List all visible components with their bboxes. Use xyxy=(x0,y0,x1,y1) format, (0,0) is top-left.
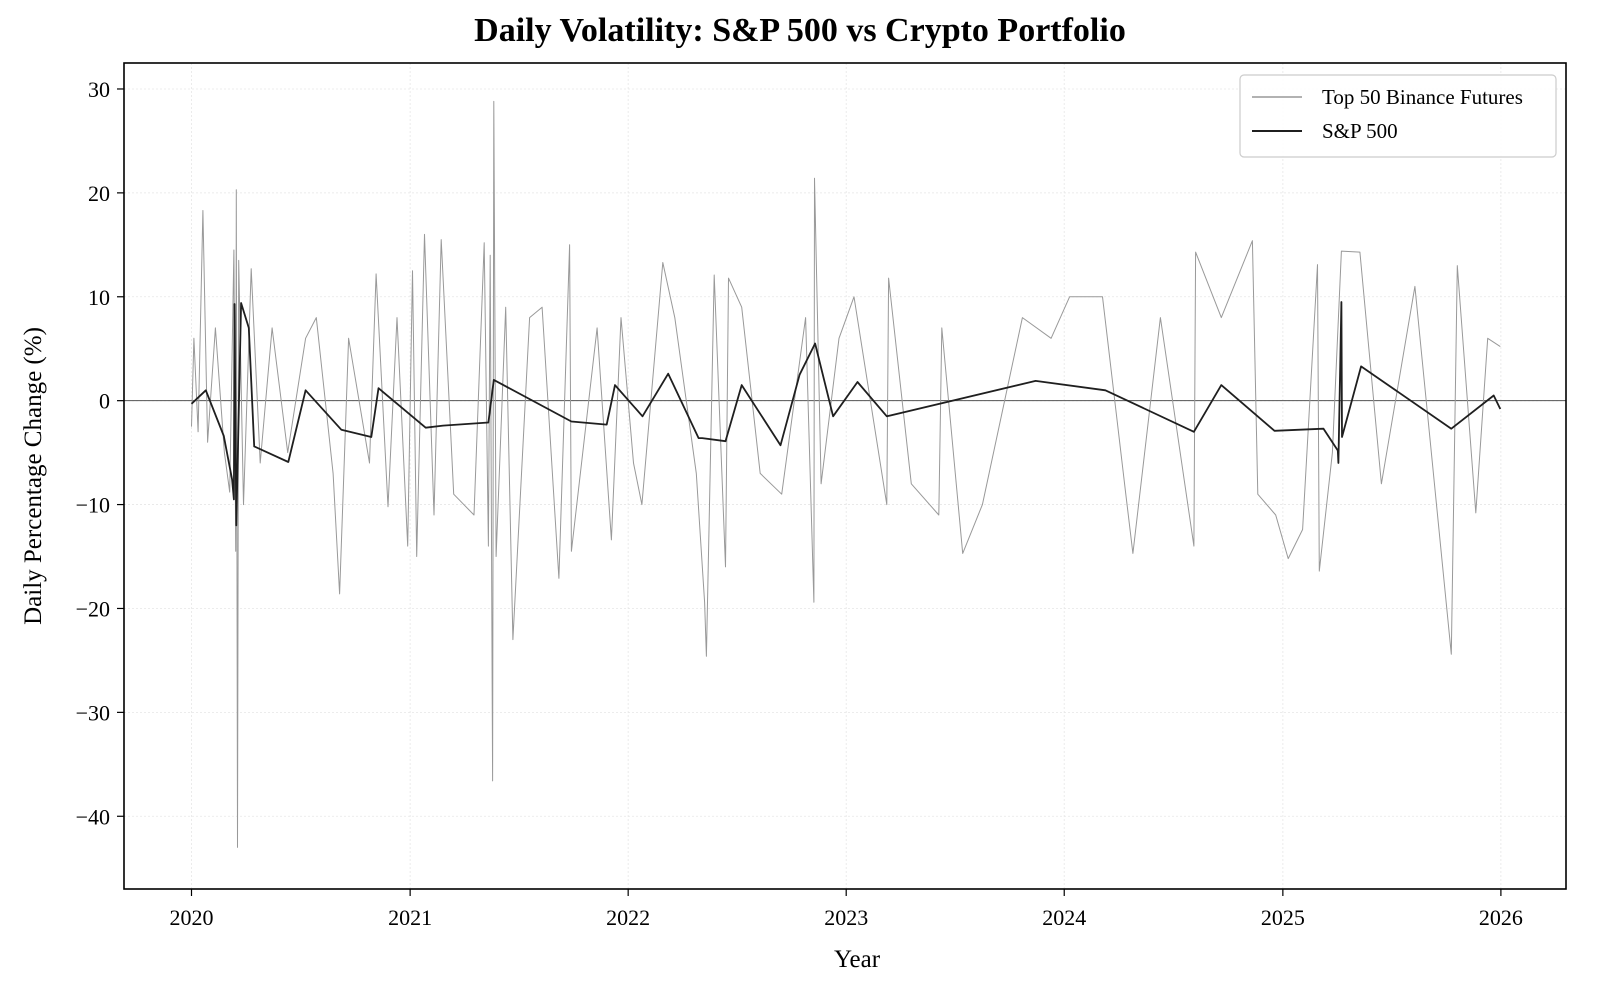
grid-layer xyxy=(124,63,1566,889)
x-tick-label: 2022 xyxy=(606,905,650,930)
y-tick-label: 10 xyxy=(88,285,110,310)
legend-label-sp500: S&P 500 xyxy=(1322,119,1398,143)
axes-layer xyxy=(123,62,1567,890)
legend: Top 50 Binance Futures S&P 500 xyxy=(1239,74,1557,158)
legend-label-crypto: Top 50 Binance Futures xyxy=(1322,85,1523,109)
y-tick-label: 30 xyxy=(88,77,110,102)
y-tick-label: −30 xyxy=(76,700,110,725)
y-tick-label: −10 xyxy=(76,493,110,518)
plot-frame xyxy=(123,62,1567,890)
chart-title: Daily Volatility: S&P 500 vs Crypto Port… xyxy=(474,12,1126,49)
y-tick-label: 0 xyxy=(99,389,110,414)
series-line-crypto xyxy=(191,100,1501,848)
x-tick-label: 2021 xyxy=(388,905,432,930)
x-tick-label: 2023 xyxy=(824,905,868,930)
series-line-sp500 xyxy=(190,301,1502,527)
x-tick-label: 2026 xyxy=(1479,905,1523,930)
legend-box xyxy=(1239,74,1557,158)
x-tick-label: 2024 xyxy=(1042,905,1086,930)
y-axis-label: Daily Percentage Change (%) xyxy=(20,327,47,625)
x-axis-label: Year xyxy=(834,946,881,973)
ticks-layer: 30 20 10 0 −10 −20 −30 −40 2020 2021 2022 2023 2024 2… xyxy=(76,77,1523,930)
y-tick-label: −20 xyxy=(76,596,110,621)
x-tick-label: 2020 xyxy=(170,905,214,930)
series-layer xyxy=(124,100,1566,848)
x-tick-label: 2025 xyxy=(1261,905,1305,930)
y-tick-label: −40 xyxy=(76,804,110,829)
y-tick-label: 20 xyxy=(88,181,110,206)
